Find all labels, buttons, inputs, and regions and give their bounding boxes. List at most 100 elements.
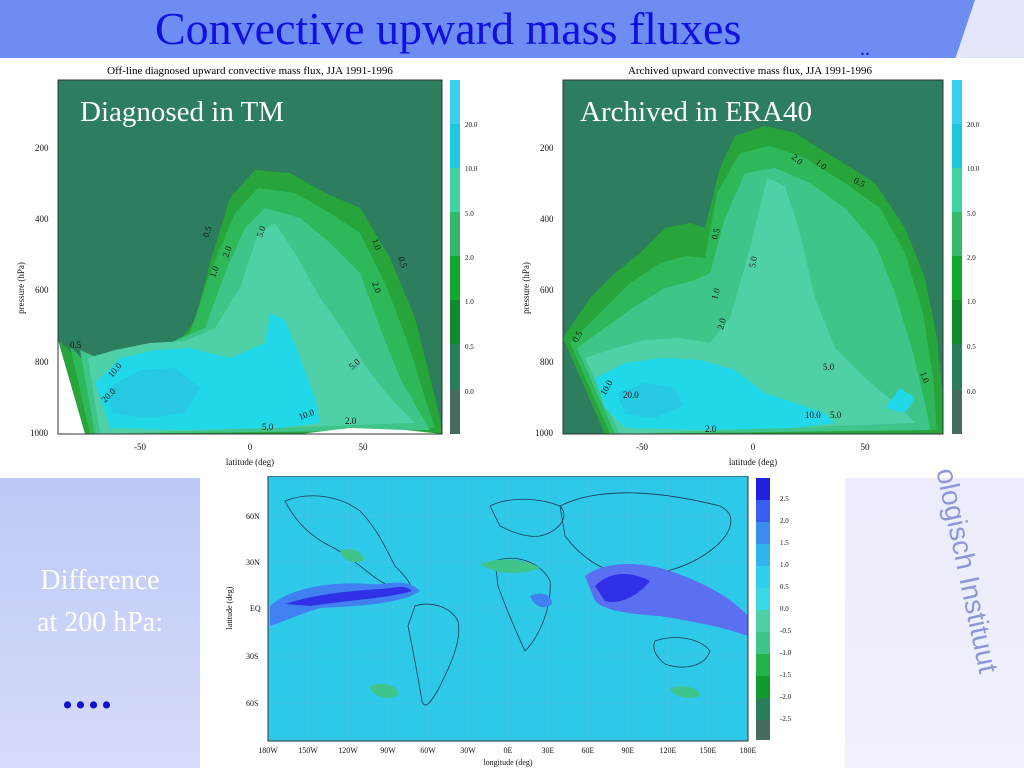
colorbar-label: 20.0 <box>967 121 980 129</box>
negative-anomaly-mexico <box>340 549 364 562</box>
y-tick-label: 1000 <box>535 428 554 438</box>
contour-label: 5.0 <box>823 362 835 372</box>
map-x-axis: 180W 150W 120W 90W 60W 30W 0E 30E 60E 90… <box>258 746 756 767</box>
colorbar-label: -2.0 <box>780 693 792 701</box>
positive-anomaly-pacific-core <box>285 586 412 606</box>
x-tick-label: 180E <box>740 746 757 755</box>
contour-label: 0.5 <box>70 340 82 350</box>
contour-label: 5.0 <box>262 422 274 432</box>
contour-20 <box>617 383 683 418</box>
colorbar-label: 2.0 <box>967 254 976 262</box>
positive-anomaly-africa <box>530 593 552 608</box>
colorbar-label: 2.0 <box>465 254 474 262</box>
colorbar-label: -0.5 <box>780 627 792 635</box>
x-tick-label: 0 <box>248 442 253 452</box>
colorbar-labels: 20.0 10.0 5.0 2.0 1.0 0.5 0.0 <box>465 121 478 396</box>
negative-anomaly-south-pacific <box>670 686 700 698</box>
x-tick-label: 30W <box>460 746 476 755</box>
colorbar-label: 1.0 <box>465 298 474 306</box>
colorbar <box>952 80 962 434</box>
colorbar-label: 0.0 <box>465 388 474 396</box>
y-tick-label: 30N <box>246 558 260 567</box>
difference-label-line2: at 200 hPa: <box>37 607 163 638</box>
contour-label: 5.0 <box>747 255 759 268</box>
institute-watermark: ologisch Instituut <box>930 460 1004 710</box>
colorbar-labels: 20.0 10.0 5.0 2.0 1.0 0.5 0.0 <box>967 121 980 396</box>
map-colorbar <box>756 478 770 740</box>
colorbar-label: 5.0 <box>465 210 474 218</box>
map-y-axis: 60N 30N EQ 30S 60S latitude (deg) <box>225 512 261 708</box>
contour-label: 1.0 <box>709 287 722 301</box>
y-axis: 200 400 600 800 1000 pressure (hPa) <box>521 143 554 438</box>
colorbar-label: 1.0 <box>967 298 976 306</box>
diagnosed-panel: Off-line diagnosed upward convective mas… <box>0 58 490 478</box>
contour-label: 1.0 <box>370 237 383 251</box>
no-data-corner <box>58 340 85 434</box>
difference-label-line1: Difference <box>40 565 160 596</box>
contour-20 <box>108 368 200 418</box>
colorbar-label: -2.5 <box>780 715 792 723</box>
x-tick-label: 150W <box>298 746 318 755</box>
colorbar-label: 2.5 <box>780 495 789 503</box>
map-frame <box>267 476 749 742</box>
contour-label: 2.0 <box>370 280 383 294</box>
contour-label: 5.0 <box>830 410 842 420</box>
colorbar-label: 0.0 <box>967 388 976 396</box>
no-data-surface <box>300 428 442 434</box>
x-axis-label: latitude (deg) <box>226 457 274 467</box>
y-axis: 200 400 600 800 1000 pressure (hPa) <box>16 143 49 438</box>
y-tick-label: 800 <box>35 357 49 367</box>
y-tick-label: 800 <box>540 357 554 367</box>
x-tick-label: 180W <box>258 746 278 755</box>
colorbar-label: 5.0 <box>967 210 976 218</box>
colorbar-label: 0.0 <box>780 605 789 613</box>
contour-label: 0.5 <box>200 224 213 238</box>
diagnosed-chart: Off-line diagnosed upward convective mas… <box>16 65 478 467</box>
map-grid <box>268 476 748 741</box>
colorbar-label: 1.5 <box>780 539 789 547</box>
colorbar-label: 0.5 <box>465 343 474 351</box>
colorbar-label: 1.0 <box>780 561 789 569</box>
y-tick-label: 1000 <box>30 428 49 438</box>
y-tick-label: 200 <box>35 143 49 153</box>
y-tick-label: 600 <box>35 285 49 295</box>
diagnosed-label: Diagnosed in TM <box>80 96 285 128</box>
positive-anomaly-indian-core <box>595 574 650 603</box>
contour-label: 1.0 <box>918 370 931 384</box>
y-tick-label: 30S <box>246 652 258 661</box>
archived-label: Archived in ERA40 <box>580 96 812 128</box>
contour-label: 1.0 <box>207 264 220 278</box>
slide-title: Convective upward mass fluxes <box>155 3 742 54</box>
negative-anomaly-south-atlantic <box>370 684 399 698</box>
x-tick-label: 0E <box>504 746 513 755</box>
plot-frame <box>57 79 443 435</box>
contour-label: 0.5 <box>396 255 409 269</box>
contour-label: 2.0 <box>705 424 717 434</box>
colorbar-label: 0.5 <box>967 343 976 351</box>
y-tick-label: 60N <box>246 512 260 521</box>
x-tick-label: 50 <box>359 442 369 452</box>
colorbar <box>450 80 460 434</box>
colorbar-label: 10.0 <box>465 165 478 173</box>
y-tick-label: 600 <box>540 285 554 295</box>
colorbar-label: 10.0 <box>967 165 980 173</box>
x-tick-label: -50 <box>636 442 648 452</box>
chart-title: Archived upward convective mass flux, JJ… <box>628 65 873 77</box>
x-tick-label: 120E <box>660 746 677 755</box>
x-axis-label: latitude (deg) <box>729 457 777 467</box>
x-tick-label: 90W <box>380 746 396 755</box>
title-stub: .. <box>860 38 870 60</box>
x-tick-label: 50 <box>861 442 871 452</box>
contour-label: 2.0 <box>345 416 357 426</box>
archived-chart: Archived upward convective mass flux, JJ… <box>521 65 980 467</box>
x-tick-label: 30E <box>542 746 555 755</box>
x-axis-label: longitude (deg) <box>483 758 532 767</box>
plot-frame <box>562 79 944 435</box>
x-axis: -50 0 50 latitude (deg) <box>134 442 368 467</box>
y-tick-label: 200 <box>540 143 554 153</box>
title-band <box>0 0 975 58</box>
negative-anomaly-sahel <box>480 559 540 573</box>
x-tick-label: 60W <box>420 746 436 755</box>
y-axis-label: pressure (hPa) <box>521 262 531 314</box>
chart-title: Off-line diagnosed upward convective mas… <box>107 65 393 77</box>
